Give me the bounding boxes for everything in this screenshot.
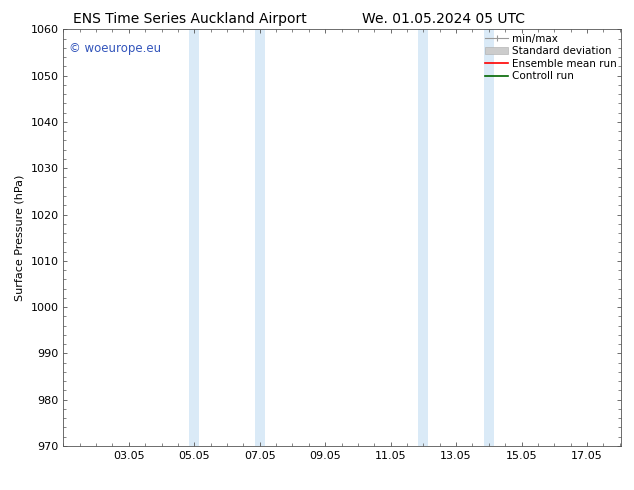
Bar [190,29,199,446]
Bar [418,29,428,446]
Bar [255,29,264,446]
Bar [484,29,494,446]
Text: We. 01.05.2024 05 UTC: We. 01.05.2024 05 UTC [362,12,526,26]
Text: © woeurope.eu: © woeurope.eu [69,42,161,55]
Text: ENS Time Series Auckland Airport: ENS Time Series Auckland Airport [74,12,307,26]
Y-axis label: Surface Pressure (hPa): Surface Pressure (hPa) [15,174,25,301]
Legend: min/max, Standard deviation, Ensemble mean run, Controll run: min/max, Standard deviation, Ensemble me… [483,31,619,83]
